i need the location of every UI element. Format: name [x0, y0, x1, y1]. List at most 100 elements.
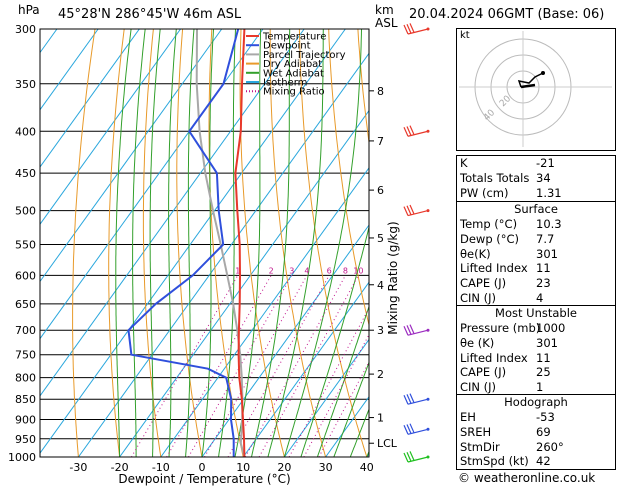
- hodograph-end-point: [541, 71, 545, 75]
- legend-label: Temperature: [262, 32, 326, 43]
- wet-adiabat-line: [283, 29, 362, 457]
- wind-barb-flag: [403, 394, 409, 405]
- wet-adiabat-line: [250, 29, 291, 457]
- wet-adiabat-line: [168, 29, 177, 457]
- profile-dewpoint: [127, 29, 240, 457]
- index-row-tt: Totals Totals 34: [460, 170, 551, 185]
- mixing-ratio-axis-label: Mixing Ratio (g/kg): [386, 221, 400, 334]
- mixing-ratio-line: [204, 275, 308, 457]
- pressure-tick-label: 600: [15, 269, 36, 282]
- legend-label: Parcel Trajectory: [263, 50, 346, 61]
- km-tick-label: 1: [377, 412, 384, 425]
- station-location: 45°28'N 286°45'W 46m ASL: [58, 7, 242, 22]
- pressure-tick-label: 800: [15, 372, 36, 385]
- dry-adiabat-line: [176, 29, 203, 457]
- wind-barb-flag: [409, 324, 415, 334]
- pressure-tick-label: 1000: [8, 451, 36, 464]
- wind-barb-flag: [406, 424, 412, 434]
- mixing-ratio-label: 1: [235, 266, 240, 275]
- surface-row-cin: CIN (J) 4: [460, 290, 544, 305]
- wind-barb-staff: [407, 456, 429, 463]
- hodo-row-sreh: SREH 69: [460, 424, 551, 439]
- temperature-tick-label: 0: [199, 461, 206, 474]
- pressure-tick-label: 450: [15, 167, 36, 180]
- mu-row-cape: CAPE (J) 25: [460, 365, 551, 380]
- dry-adiabat-line: [269, 29, 327, 457]
- surface-row-temp: Temp (°C) 10.3: [460, 217, 562, 231]
- legend-label: Dewpoint: [263, 41, 311, 52]
- mixing-ratio-label: 10: [353, 266, 363, 275]
- mixing-ratio-line: [166, 275, 272, 457]
- wind-barb-staff: [407, 130, 429, 137]
- isotherm-line: [40, 29, 346, 454]
- isotherm-line: [242, 281, 369, 457]
- wind-barb: [403, 125, 430, 137]
- isotherm-line: [40, 29, 140, 168]
- surface-title: Surface: [514, 202, 558, 216]
- wind-barb-staff: [407, 329, 429, 336]
- pressure-tick-label: 400: [15, 125, 36, 138]
- wind-barb: [403, 393, 430, 405]
- km-tick-label: 3: [377, 324, 384, 337]
- wind-barb-dot: [426, 427, 430, 431]
- hodograph-ring-label: 40: [482, 108, 497, 123]
- hodograph-table: Hodograph EH -53 SREH 69 StmDir 260° StmSpd…: [456, 394, 616, 470]
- isotherm-line: [40, 29, 223, 283]
- isotherm-line: [40, 29, 181, 226]
- wind-barb-staff: [407, 210, 429, 217]
- hodo-row-stmdir: StmDir 260°: [460, 439, 564, 454]
- temperature-tick-label: -10: [152, 461, 170, 474]
- temperature-tick-label: 20: [277, 461, 291, 474]
- wind-barb-staff: [407, 28, 429, 35]
- dry-adiabat-line: [621, 29, 629, 457]
- wind-barb-flag: [403, 127, 409, 137]
- profile-temperature: [234, 29, 246, 457]
- km-tick-label: 4: [377, 279, 384, 292]
- indices-table: K -21 Totals Totals 34 PW (cm) 1.31: [456, 155, 616, 203]
- mixing-ratio-label: 2: [269, 266, 274, 275]
- hpa-axis-label: hPa: [18, 3, 40, 17]
- mixing-ratio-label: 8: [343, 266, 348, 275]
- mixing-ratio-line: [318, 360, 369, 457]
- dry-adiabat-line: [328, 29, 369, 327]
- legend-label: Dry Adiabat: [263, 59, 322, 70]
- km-axis-label: km: [375, 3, 394, 17]
- isotherm-line: [201, 224, 369, 457]
- wind-barb-dot: [426, 328, 430, 332]
- wind-barb: [403, 423, 430, 435]
- wind-barb-flag: [409, 393, 415, 403]
- pressure-tick-label: 700: [15, 324, 36, 337]
- hodograph-trace: [517, 72, 544, 88]
- dry-adiabat-line: [72, 29, 96, 457]
- most-unstable-table: Most Unstable Pressure (mb) 1000 θe (K) 30…: [456, 305, 616, 396]
- wet-adiabat-line: [349, 407, 369, 457]
- wind-barb-flag: [403, 425, 409, 435]
- temperature-tick-label: -30: [69, 461, 87, 474]
- wet-adiabat-line: [333, 360, 369, 457]
- pressure-tick-label: 750: [15, 349, 36, 362]
- wet-adiabat-line: [201, 29, 214, 457]
- wind-barb-staff: [407, 428, 429, 435]
- wind-barb-flag: [403, 206, 409, 216]
- wind-barb-flag: [403, 325, 409, 336]
- km-tick-label: LCL: [377, 437, 398, 450]
- sounding-datetime: 20.04.2024 06GMT (Base: 06): [409, 7, 605, 22]
- surface-row-cape: CAPE (J) 23: [460, 276, 551, 291]
- mu-row-thetae: θe (K) 301: [460, 335, 558, 350]
- wind-barb: [403, 204, 430, 217]
- hodo-row-stmspd: StmSpd (kt) 42: [460, 454, 551, 469]
- km-tick-label: 5: [377, 232, 384, 245]
- pressure-tick-label: 300: [15, 23, 36, 36]
- surface-table: Surface Temp (°C) 10.3 Dewp (°C) 7.7 θe(K)…: [456, 201, 616, 307]
- pressure-tick-label: 650: [15, 298, 36, 311]
- wind-barb-flag: [406, 394, 412, 404]
- wind-barb-flag: [406, 325, 412, 335]
- wet-adiabat-line: [185, 29, 195, 457]
- wind-barb-dot: [426, 209, 430, 213]
- wind-barb-dot: [426, 27, 430, 31]
- wind-barb-flag: [406, 451, 412, 462]
- mu-row-li: Lifted Index 11: [460, 350, 551, 365]
- hodograph-table-title: Hodograph: [504, 395, 568, 409]
